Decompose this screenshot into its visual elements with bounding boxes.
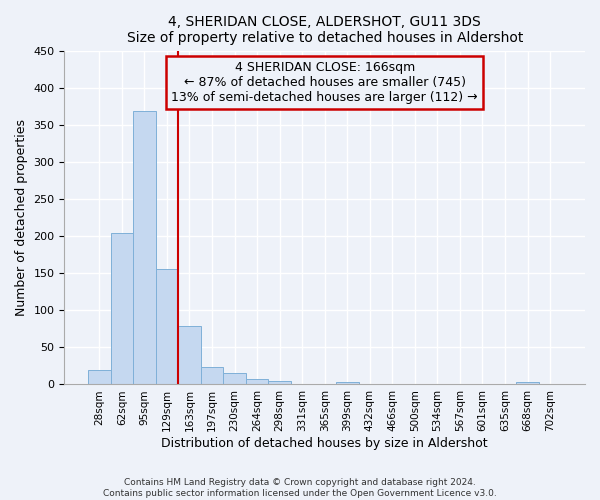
Bar: [201, 368, 223, 384]
Bar: [133, 112, 155, 384]
Bar: [246, 378, 268, 384]
Bar: [336, 382, 359, 384]
Title: 4, SHERIDAN CLOSE, ALDERSHOT, GU11 3DS
Size of property relative to detached hou: 4, SHERIDAN CLOSE, ALDERSHOT, GU11 3DS S…: [127, 15, 523, 45]
Text: Contains HM Land Registry data © Crown copyright and database right 2024.
Contai: Contains HM Land Registry data © Crown c…: [103, 478, 497, 498]
Bar: [178, 326, 201, 384]
Bar: [223, 372, 246, 384]
Bar: [516, 382, 539, 384]
Y-axis label: Number of detached properties: Number of detached properties: [15, 119, 28, 316]
Bar: [110, 233, 133, 384]
Bar: [268, 380, 291, 384]
X-axis label: Distribution of detached houses by size in Aldershot: Distribution of detached houses by size …: [161, 437, 488, 450]
Text: 4 SHERIDAN CLOSE: 166sqm
← 87% of detached houses are smaller (745)
13% of semi-: 4 SHERIDAN CLOSE: 166sqm ← 87% of detach…: [172, 60, 478, 104]
Bar: [155, 268, 178, 384]
Bar: [88, 370, 110, 384]
